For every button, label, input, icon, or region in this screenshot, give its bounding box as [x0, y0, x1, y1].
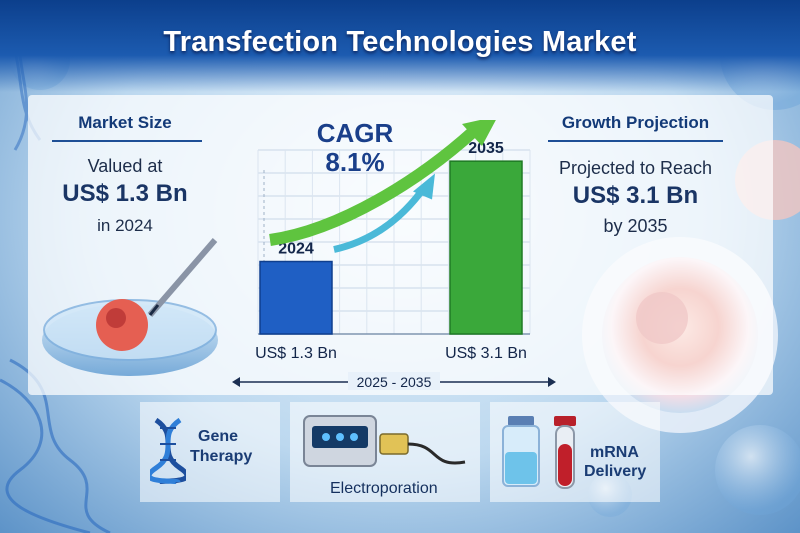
trend-arrow-large-head — [462, 120, 496, 146]
x-range-arrow-right — [548, 377, 556, 387]
growth-line1: Projected to Reach — [558, 158, 713, 178]
cagr-label: CAGR — [316, 118, 394, 148]
bar-value-label: US$ 1.3 Bn — [255, 345, 337, 362]
page-title: Transfection Technologies Market — [163, 26, 637, 58]
market-size-heading: Market Size — [78, 113, 172, 132]
market-size-year: in 2024 — [97, 216, 153, 235]
growth-projection-divider — [548, 140, 723, 142]
market-growth-bar-chart: 2024 US$ 1.3 Bn 2035 US$ 3.1 Bn 2025 - 2035 — [232, 120, 556, 390]
bar-category-label: 2035 — [468, 140, 504, 157]
electroporation-label: Electroporation — [330, 480, 438, 497]
dna-icon — [150, 418, 186, 484]
mrna-label-line1: mRNA — [590, 444, 639, 461]
growth-projection-heading: Growth Projection — [561, 113, 710, 132]
bar-2024 — [259, 260, 333, 335]
growth-value: US$ 3.1 Bn — [572, 182, 699, 209]
vials-icon — [502, 416, 576, 489]
bar-2035 — [449, 160, 523, 335]
bar-category-label: 2024 — [278, 241, 314, 258]
gene-therapy-label-line2: Therapy — [190, 448, 253, 465]
trend-arrow-small-head — [413, 173, 435, 200]
x-axis-label-bg — [348, 372, 440, 390]
growth-year: by 2035 — [603, 216, 668, 236]
bar-value-label: US$ 3.1 Bn — [445, 345, 527, 362]
bubble — [715, 425, 800, 515]
trend-arrow-small — [333, 184, 428, 253]
market-size-line1: Valued at — [87, 156, 163, 176]
market-size-value: US$ 1.3 Bn — [62, 180, 188, 207]
cagr-value: 8.1% — [325, 147, 385, 177]
application-card-gene-therapy — [140, 402, 280, 502]
x-axis-label: 2025 - 2035 — [357, 374, 432, 390]
electroporation-device-icon — [303, 415, 466, 467]
petri-dish-illustration — [42, 238, 218, 376]
x-range-arrow-left — [232, 377, 240, 387]
gene-therapy-label-line1: Gene — [198, 428, 239, 445]
trend-arrow-large — [269, 125, 480, 246]
title-banner — [0, 0, 800, 92]
market-size-divider — [52, 140, 202, 142]
mrna-label-line2: Delivery — [584, 463, 647, 480]
